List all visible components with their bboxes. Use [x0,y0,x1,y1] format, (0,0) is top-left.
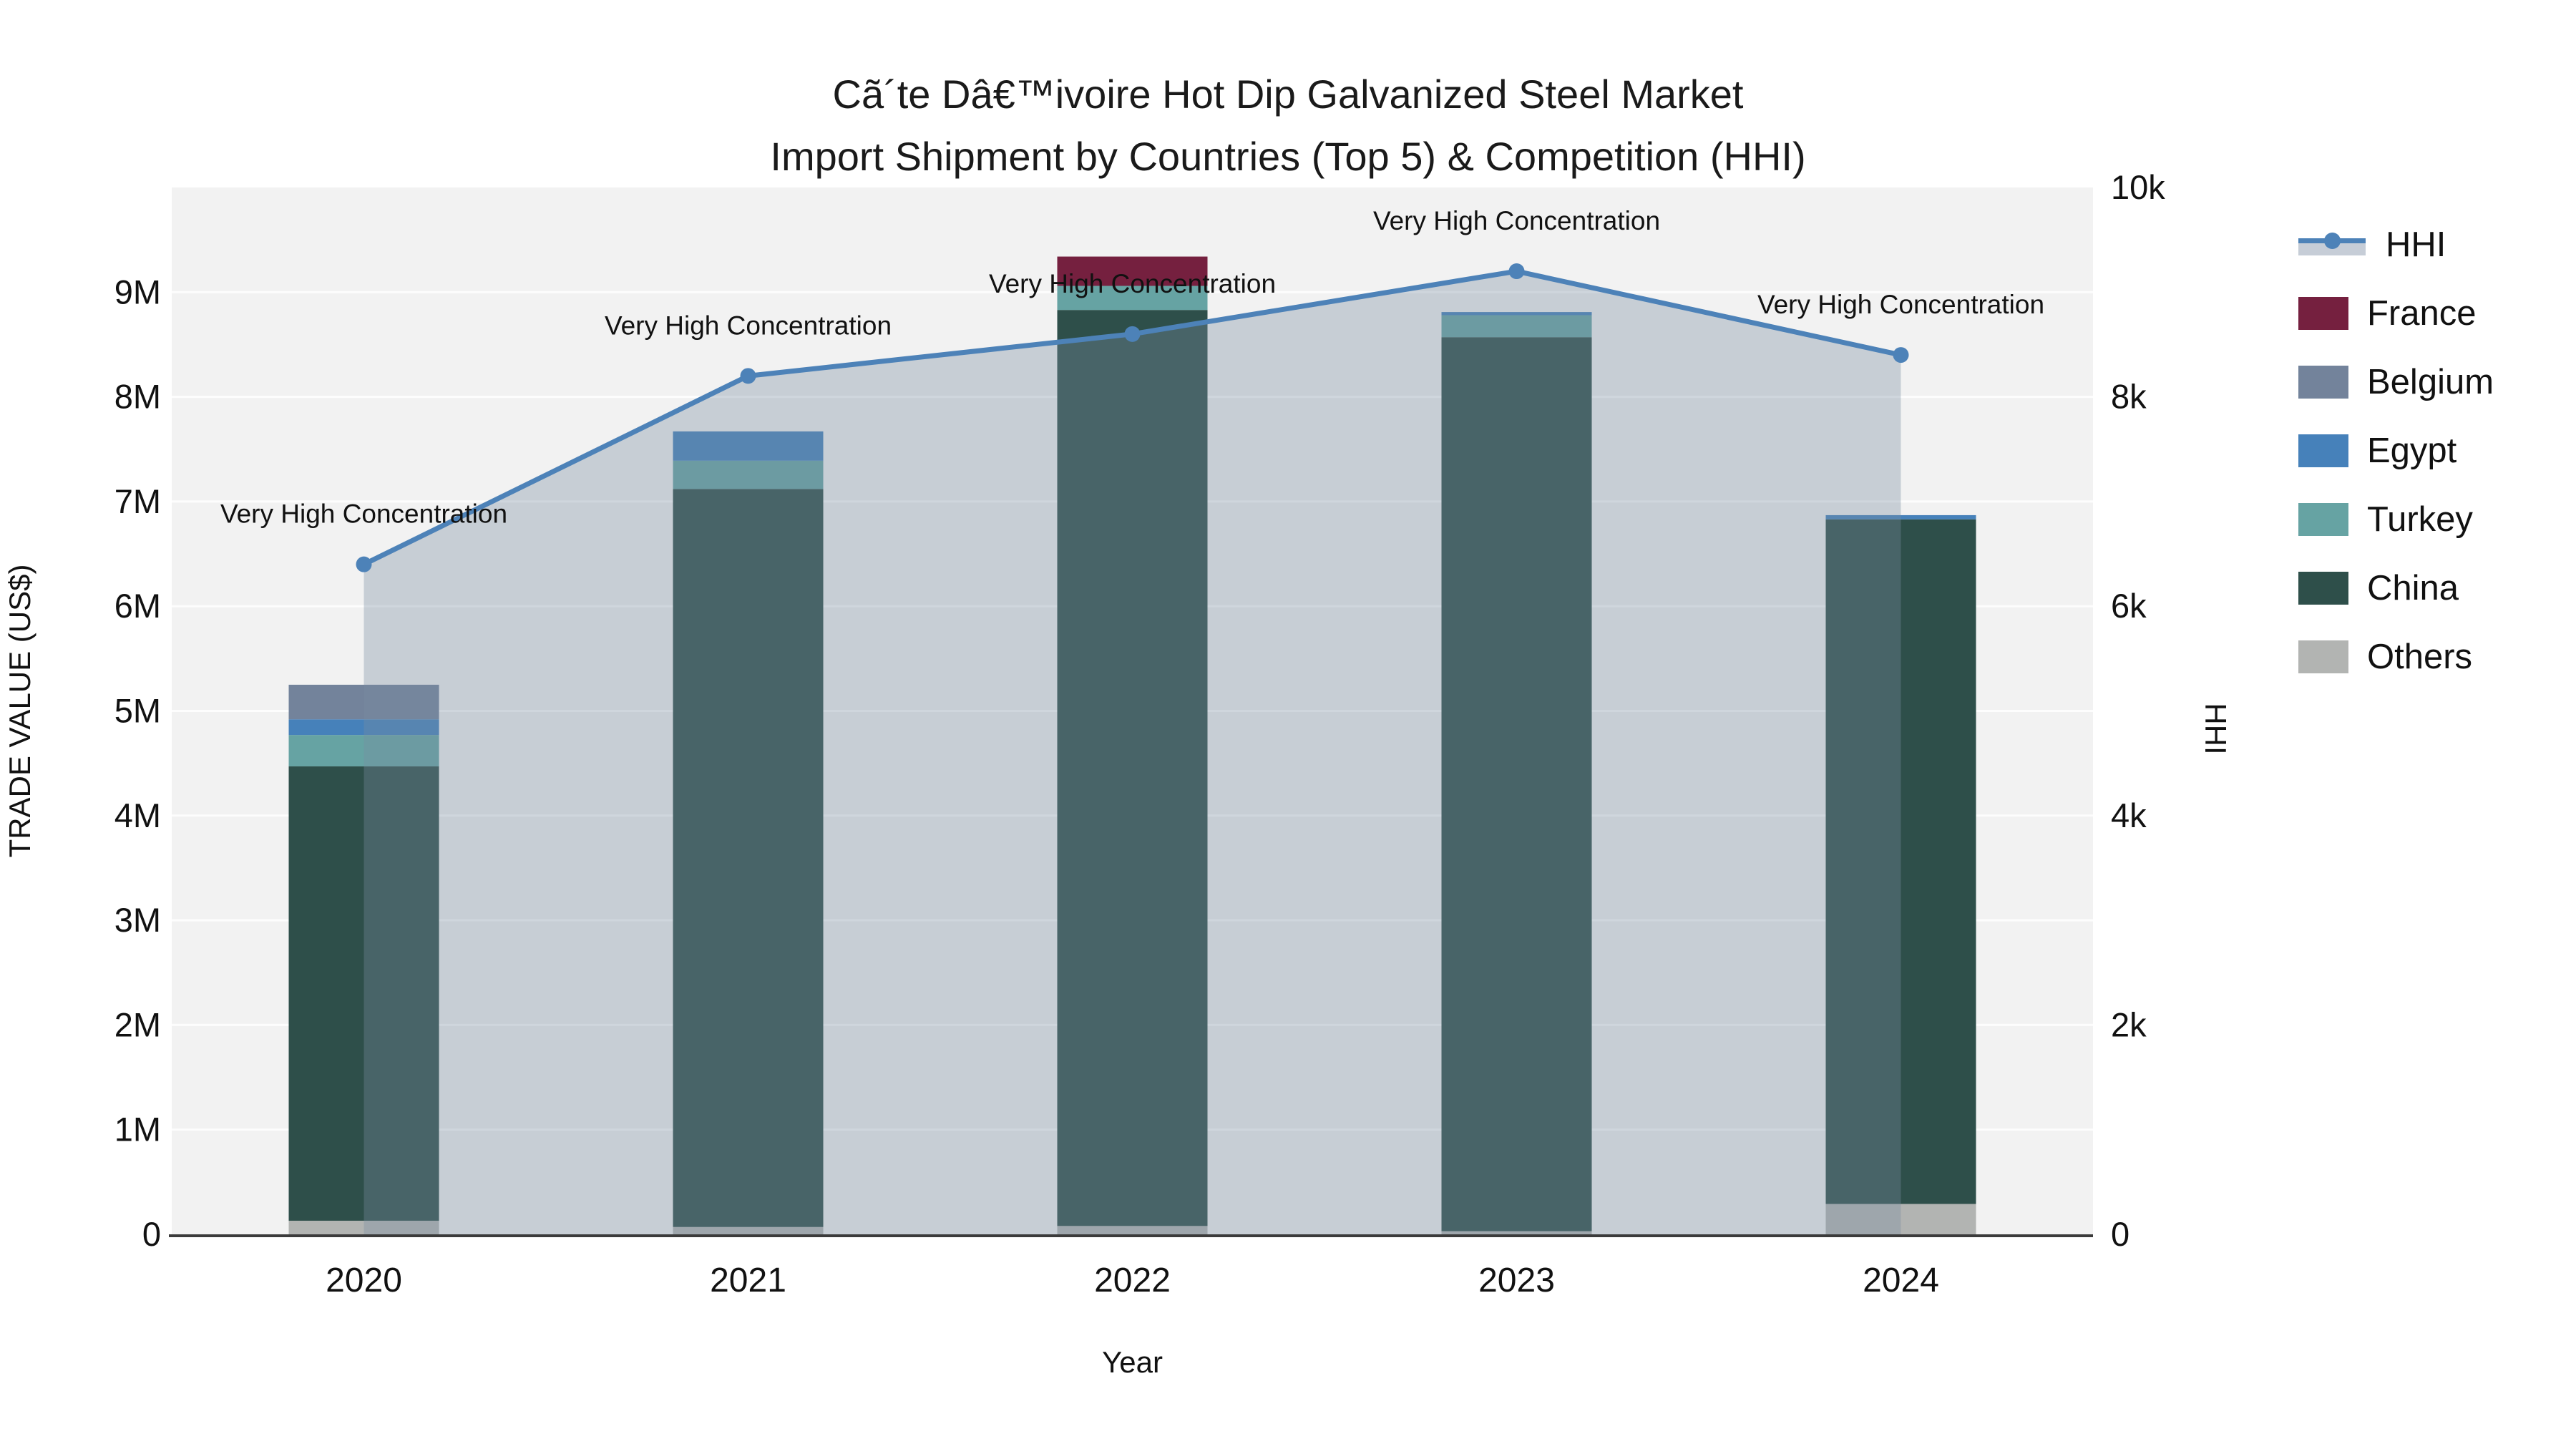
x-tick-2021: 2021 [710,1262,786,1299]
bar-segment-egypt-2021 [673,431,824,461]
y-axis-label-left: TRADE VALUE (US$) [3,565,36,858]
y-right-tick-2k: 2k [2111,1005,2147,1043]
bar-segment-others-2023 [1441,1231,1592,1234]
bar-segment-egypt-2020 [288,719,439,736]
x-axis-label: Year [1102,1345,1163,1379]
hhi-marker-2024 [1893,347,1909,364]
legend-label-turkey: Turkey [2367,499,2473,539]
y-left-tick-6M: 6M [114,587,161,625]
legend-swatch-belgium [2298,365,2348,399]
y-left-tick-5M: 5M [114,692,161,730]
bar-segment-others-2021 [673,1226,824,1234]
bar-segment-others-2020 [288,1220,439,1234]
y-right-tick-0: 0 [2111,1215,2129,1253]
bar-segment-turkey-2023 [1441,315,1592,338]
bar-segment-belgium-2020 [288,684,439,720]
x-tick-2022: 2022 [1094,1262,1171,1299]
y-left-tick-1M: 1M [114,1111,161,1148]
y-left-tick-8M: 8M [114,378,161,416]
legend-item-others: Others [2298,638,2494,676]
y-left-tick-0: 0 [142,1215,161,1253]
bar-segment-others-2024 [1825,1204,1976,1234]
legend-item-turkey: Turkey [2298,500,2494,539]
legend-swatch-turkey [2298,502,2348,536]
y-right-tick-10k: 10k [2111,168,2165,206]
y-left-tick-4M: 4M [114,796,161,834]
hhi-marker-2022 [1124,326,1141,342]
legend-item-france: France [2298,293,2494,333]
y-right-tick-4k: 4k [2111,796,2147,834]
legend-swatch-china [2298,571,2348,605]
hhi-marker-2020 [356,556,372,572]
legend-swatch-others [2298,640,2348,673]
y-left-tick-9M: 9M [114,273,161,311]
bar-segment-china-2023 [1441,337,1592,1231]
legend-label-hhi: HHI [2386,225,2446,264]
bar-segment-china-2020 [288,766,439,1221]
legend-hhi-marker-dot [2324,232,2341,249]
x-tick-2023: 2023 [1478,1262,1555,1299]
bar-segment-egypt-2023 [1441,312,1592,316]
legend-label-france: France [2367,293,2477,333]
chart-title-line-2: Import Shipment by Countries (Top 5) & C… [770,134,1806,179]
annotation-2024: Very High Concentration [1757,290,2044,319]
legend-item-china: China [2298,568,2494,608]
y-left-tick-7M: 7M [114,482,161,520]
bar-segment-china-2024 [1825,519,1976,1204]
legend-label-china: China [2367,568,2459,608]
bar-segment-turkey-2020 [288,735,439,767]
legend-label-others: Others [2367,637,2473,676]
legend: HHI France Belgium Egypt Turkey China Others [2298,225,2494,676]
hhi-marker-2023 [1508,263,1525,280]
legend-item-hhi: HHI [2298,225,2494,264]
legend-hhi-line-swatch [2298,228,2366,261]
y-left-tick-2M: 2M [114,1005,161,1043]
y-left-tick-3M: 3M [114,901,161,939]
y-right-tick-8k: 8k [2111,378,2147,416]
annotation-2020: Very High Concentration [220,499,507,529]
bar-segment-turkey-2022 [1057,286,1208,311]
legend-swatch-egypt [2298,434,2348,467]
chart-title: Cã´te Dâ€™ivoire Hot Dip Galvanized Stee… [0,63,2576,187]
x-tick-2020: 2020 [326,1262,402,1299]
y-right-tick-6k: 6k [2111,587,2147,625]
bar-segment-china-2022 [1057,310,1208,1226]
annotation-2021: Very High Concentration [605,311,892,340]
legend-swatch-france [2298,296,2348,330]
legend-label-belgium: Belgium [2367,362,2494,401]
hhi-marker-2021 [740,368,756,384]
y-axis-label-right: HHI [2199,703,2233,754]
legend-label-egypt: Egypt [2367,431,2457,470]
bar-segment-others-2022 [1057,1226,1208,1234]
legend-item-egypt: Egypt [2298,431,2494,470]
hhi-area-fill [364,271,1901,1234]
annotation-2023: Very High Concentration [1373,206,1660,235]
x-tick-2024: 2024 [1863,1262,1939,1299]
bar-segment-france-2022 [1057,256,1208,286]
bar-segment-turkey-2021 [673,460,824,489]
bar-segment-china-2021 [673,489,824,1227]
chart-title-line-1: Cã´te Dâ€™ivoire Hot Dip Galvanized Stee… [832,72,1744,117]
legend-item-belgium: Belgium [2298,362,2494,401]
annotation-2022: Very High Concentration [989,269,1276,298]
bar-segment-egypt-2024 [1825,514,1976,519]
